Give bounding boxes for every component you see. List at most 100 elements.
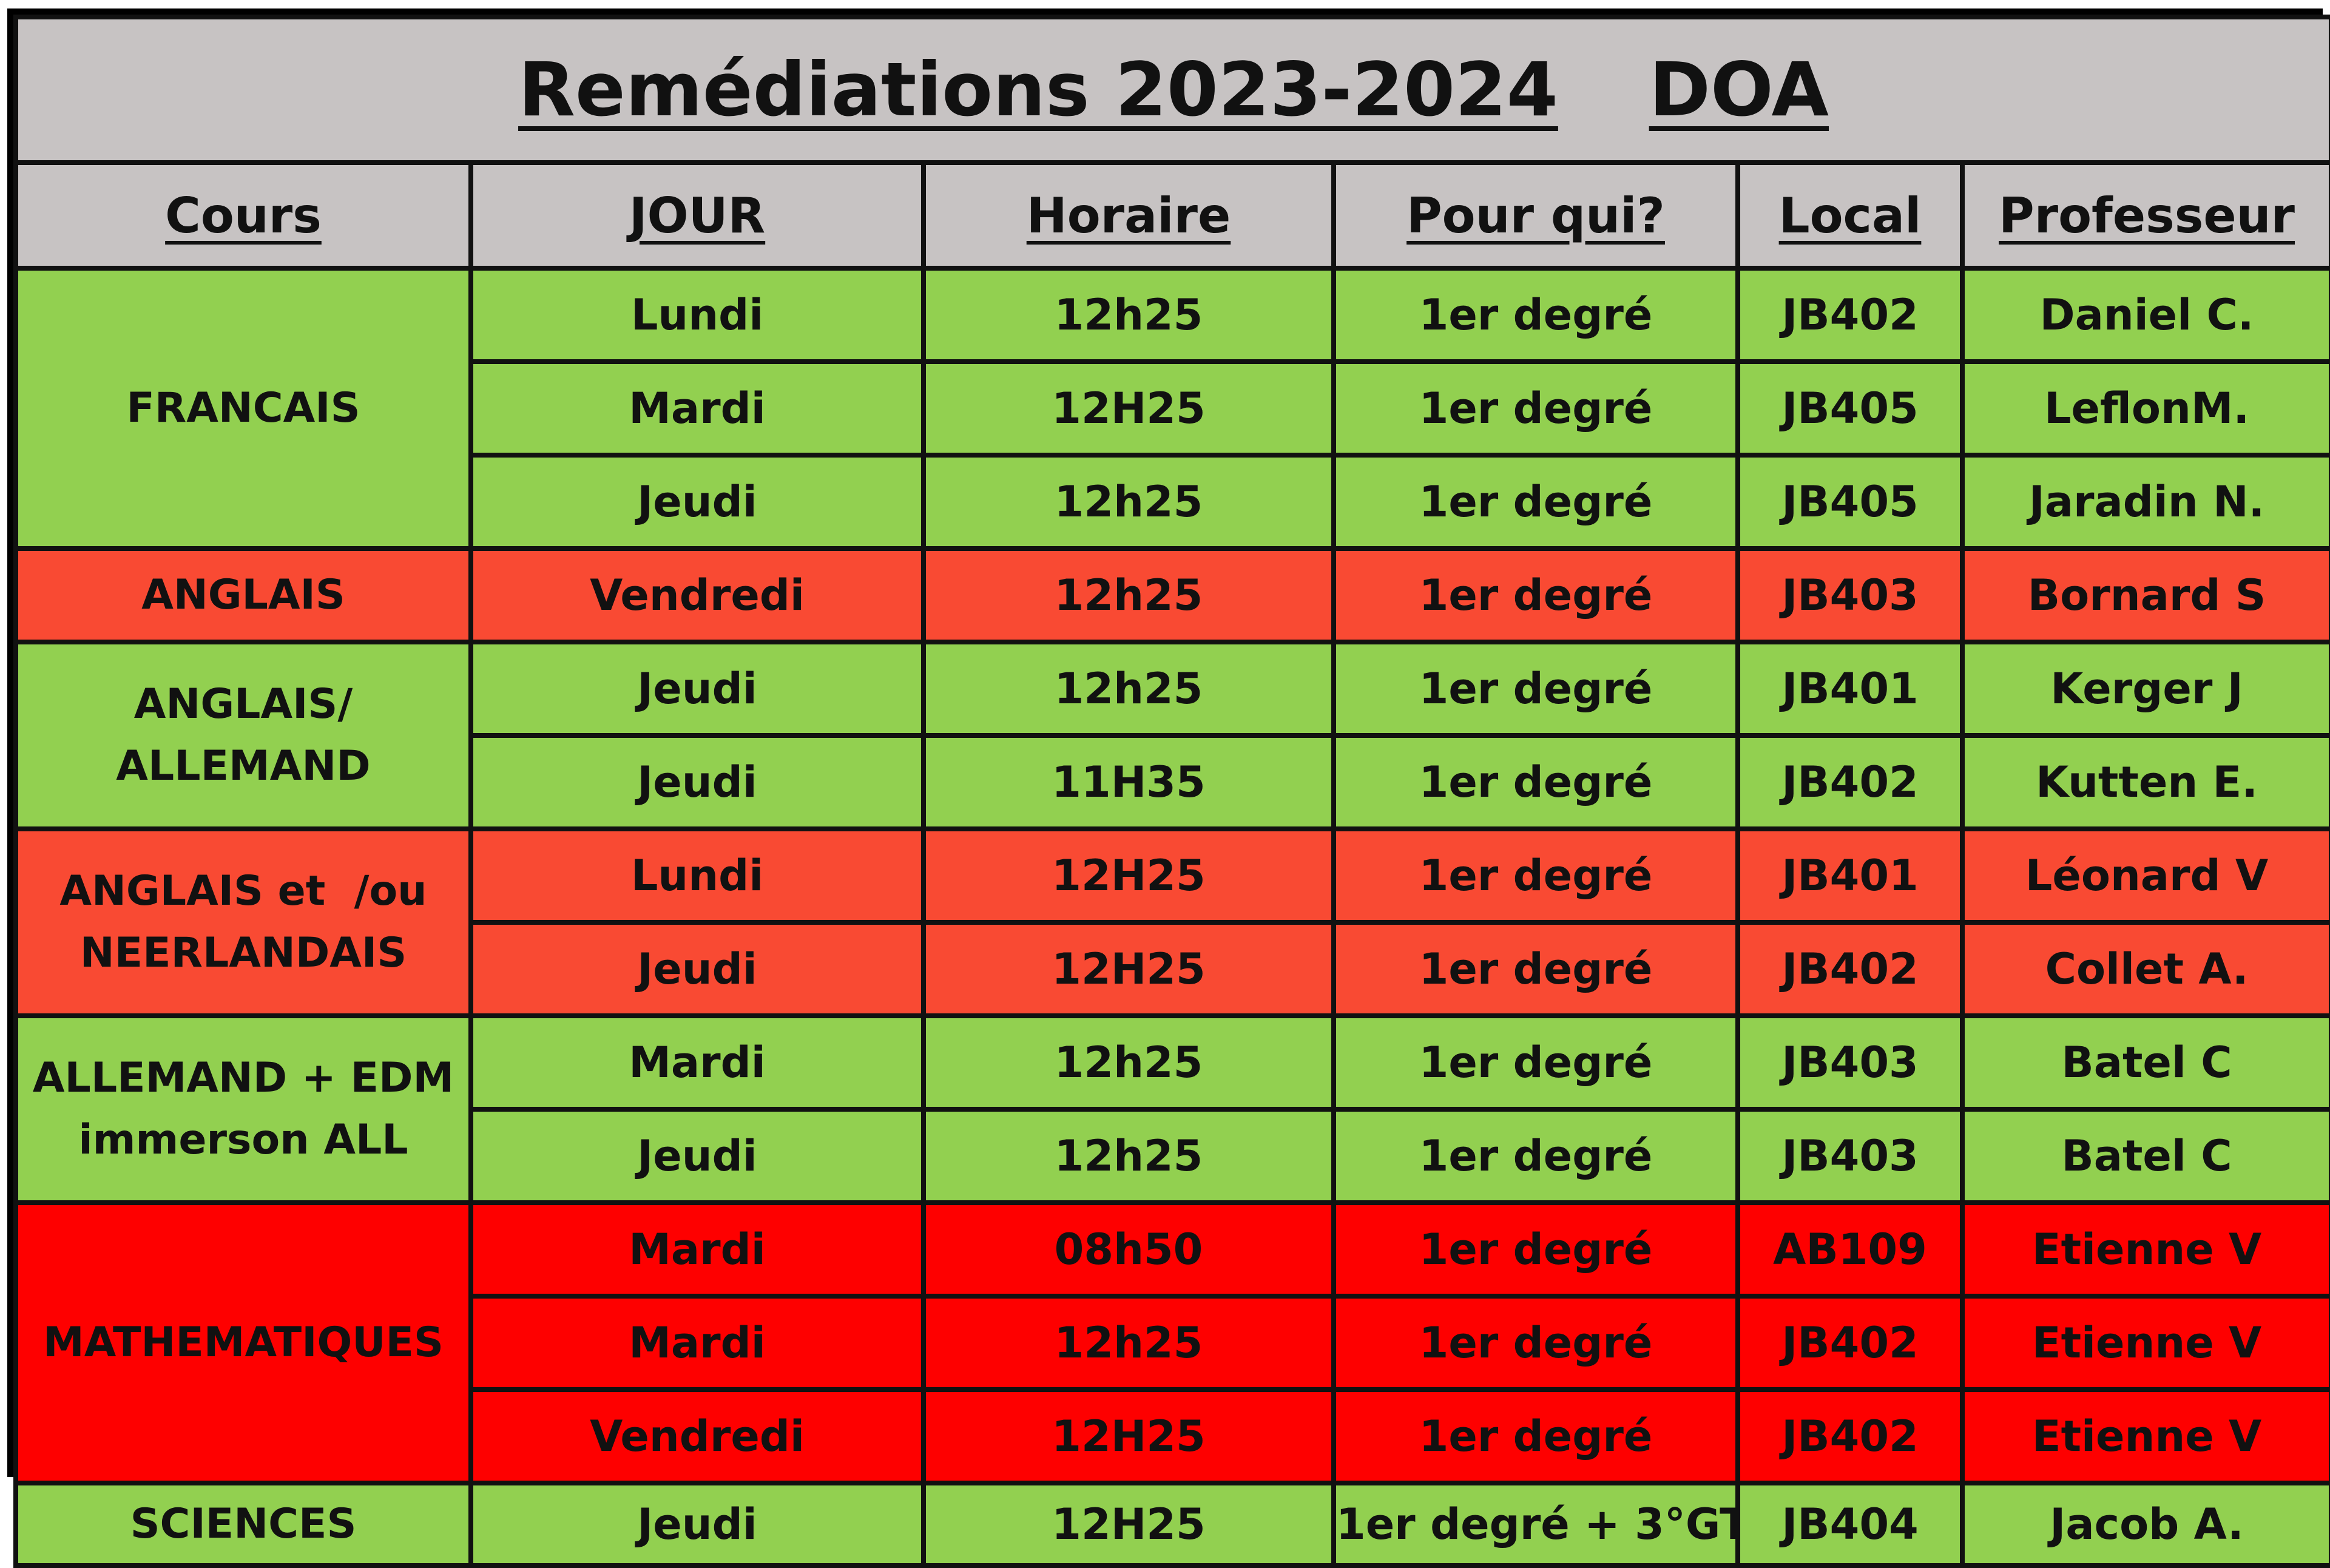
horaire-cell: 12H25 [921,920,1336,1018]
jour-cell: Mardi [468,1294,926,1392]
professeur-cell: Daniel C. [1959,266,2330,364]
jour-cell: Lundi [468,266,926,364]
pour-qui-cell: 1er degré [1331,453,1740,551]
local-cell: JB403 [1735,1107,1965,1205]
pour-qui-cell: 1er degré [1331,546,1740,644]
local-cell: JB402 [1735,733,1965,831]
professeur-cell: Batel C [1959,1107,2330,1205]
local-cell: JB401 [1735,640,1965,738]
table-row: Mardi 12H25 1er degré JB405 LeflonM. [16,359,2330,458]
jour-cell: Mardi [468,1013,926,1112]
table-row: Vendredi 12H25 1er degré JB402 Etienne V [16,1387,2330,1485]
local-cell: JB402 [1735,1294,1965,1392]
course-line: ANGLAIS et /ou [59,867,427,915]
jour-cell: Jeudi [468,733,926,831]
pour-qui-cell: 1er degré [1331,1013,1740,1112]
local-cell: JB403 [1735,1013,1965,1112]
jour-cell: Jeudi [468,920,926,1018]
horaire-cell: 08h50 [921,1200,1336,1299]
local-cell: AB109 [1735,1200,1965,1299]
horaire-cell: 12h25 [921,453,1336,551]
course-line: NEERLANDAIS [79,929,407,977]
horaire-cell: 12H25 [921,359,1336,458]
pour-qui-cell: 1er degré [1331,733,1740,831]
course-cell: ANGLAIS et /ou NEERLANDAIS [13,826,473,1018]
pour-qui-cell: 1er degré [1331,1294,1740,1392]
local-cell: JB405 [1735,359,1965,458]
page-title: Remédiations 2023-2024 DOA [13,15,2330,165]
horaire-cell: 12h25 [921,1107,1336,1205]
jour-cell: Jeudi [468,1107,926,1205]
title-suffix: DOA [1649,47,1829,133]
pour-qui-cell: 1er degré [1331,920,1740,1018]
course-cell: ALLEMAND + EDM immerson ALL [13,1013,473,1205]
pour-qui-cell: 1er degré [1331,1107,1740,1205]
course-cell: SCIENCES [13,1481,473,1568]
table-row: MATHEMATIQUES Mardi 08h50 1er degré AB10… [13,1200,2330,1485]
professeur-cell: Collet A. [1959,920,2330,1018]
local-cell: JB404 [1735,1481,1965,1568]
course-cell: ANGLAIS [13,546,473,644]
local-cell: JB401 [1735,826,1965,925]
header-horaire: Horaire [921,160,1336,271]
pour-qui-cell: 1er degré [1331,826,1740,925]
jour-cell: Lundi [468,826,926,925]
header-pour-qui: Pour qui? [1331,160,1740,271]
header-cours: Cours [13,160,473,271]
jour-cell: Jeudi [468,640,926,738]
course-cell: ANGLAIS/ALLEMAND [13,640,473,831]
professeur-cell: Jaradin N. [1959,453,2330,551]
course-line: ALLEMAND [116,742,371,790]
jour-cell: Vendredi [468,546,926,644]
header-jour: JOUR [468,160,926,271]
table-row: ALLEMAND + EDM immerson ALL Mardi 12h25 1… [13,1013,2330,1205]
table-row: FRANCAIS Lundi 12h25 1er degré JB402 Dan… [13,266,2330,551]
jour-cell: Vendredi [468,1387,926,1485]
title-text: Remédiations 2023-2024 [518,47,1558,133]
pour-qui-cell: 1er degré [1331,640,1740,738]
header-local: Local [1735,160,1965,271]
horaire-cell: 12h25 [921,1013,1336,1112]
professeur-cell: Etienne V [1959,1387,2330,1485]
local-cell: JB405 [1735,453,1965,551]
table-row: ANGLAIS et /ou NEERLANDAIS Lundi 12H25 1e… [13,826,2330,1018]
table-row: SCIENCES Jeudi 12H25 1er degré + 3°GT JB… [13,1481,2330,1568]
professeur-cell: LeflonM. [1959,359,2330,458]
horaire-cell: 12h25 [921,546,1336,644]
horaire-cell: 11H35 [921,733,1336,831]
horaire-cell: 12h25 [921,266,1336,364]
course-cell: FRANCAIS [13,266,473,551]
horaire-cell: 12h25 [921,640,1336,738]
table-row: ANGLAIS Vendredi 12h25 1er degré JB403 B… [13,546,2330,644]
pour-qui-cell: 1er degré [1331,359,1740,458]
professeur-cell: Léonard V [1959,826,2330,925]
jour-cell: Jeudi [468,453,926,551]
professeur-cell: Bornard S [1959,546,2330,644]
pour-qui-cell: 1er degré [1331,1387,1740,1485]
local-cell: JB402 [1735,1387,1965,1485]
course-line: ALLEMAND + EDM [32,1054,454,1102]
jour-cell: Mardi [468,359,926,458]
horaire-cell: 12H25 [921,1387,1336,1485]
horaire-cell: 12h25 [921,1294,1336,1392]
professeur-cell: Kutten E. [1959,733,2330,831]
header-professeur: Professeur [1959,160,2330,271]
local-cell: JB403 [1735,546,1965,644]
jour-cell: Jeudi [468,1481,926,1568]
table-row: ANGLAIS/ALLEMAND Jeudi 12h25 1er degré J… [13,640,2330,831]
professeur-cell: Etienne V [1959,1294,2330,1392]
table-row: Jeudi 12h25 1er degré JB403 Batel C [16,1107,2330,1205]
professeur-cell: Jacob A. [1959,1481,2330,1568]
local-cell: JB402 [1735,266,1965,364]
professeur-cell: Etienne V [1959,1200,2330,1299]
local-cell: JB402 [1735,920,1965,1018]
pour-qui-cell: 1er degré [1331,266,1740,364]
horaire-cell: 12H25 [921,826,1336,925]
pour-qui-cell: 1er degré + 3°GT [1331,1481,1740,1568]
professeur-cell: Batel C [1959,1013,2330,1112]
professeur-cell: Kerger J [1959,640,2330,738]
course-line: immerson ALL [78,1116,408,1164]
schedule-sheet: Remédiations 2023-2024 DOA Cours JOUR Hor… [7,8,2330,1568]
course-cell: MATHEMATIQUES [13,1200,473,1485]
jour-cell: Mardi [468,1200,926,1299]
